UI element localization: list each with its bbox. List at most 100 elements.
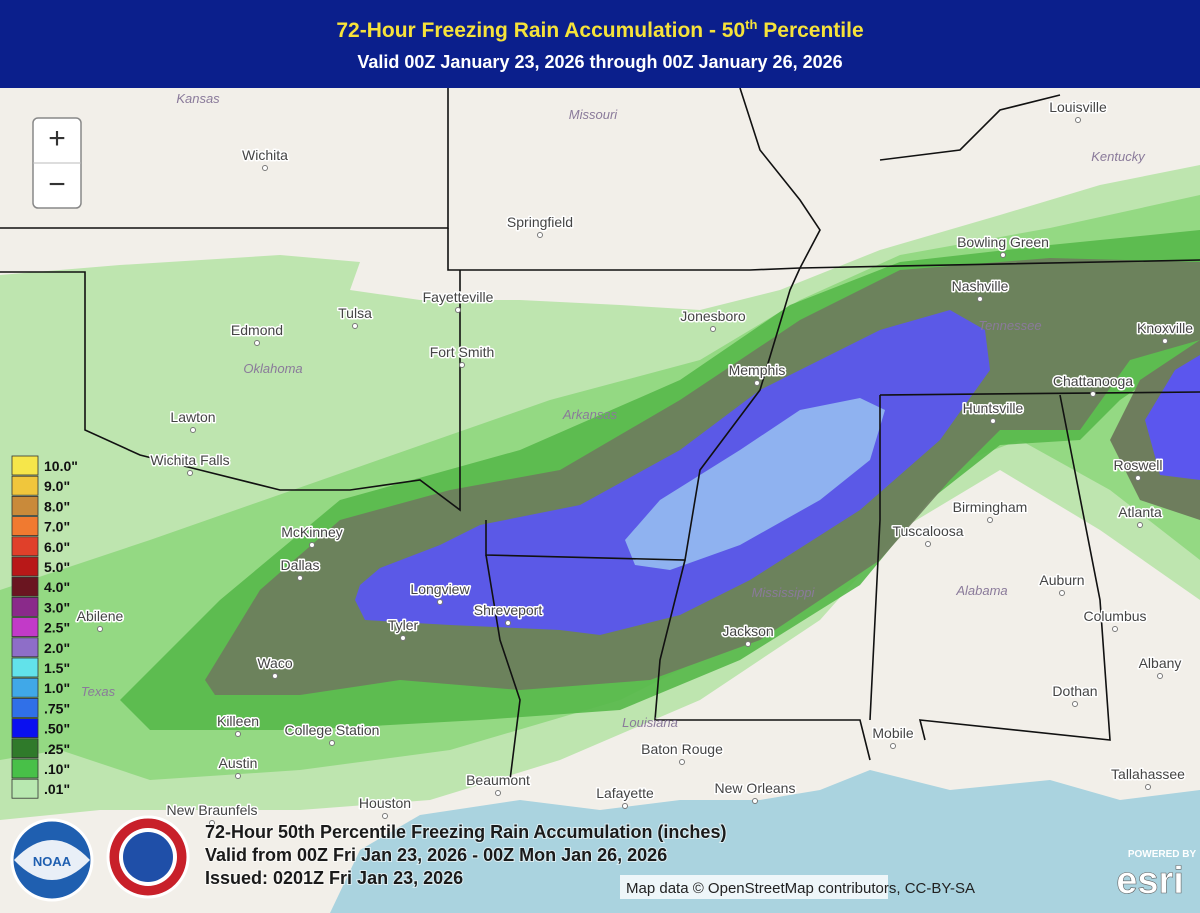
legend-label: .25" [44, 741, 70, 757]
legend-label: .75" [44, 700, 70, 716]
city-dot [1075, 117, 1081, 123]
city-label: Edmond [231, 322, 283, 338]
legend-swatch [11, 677, 39, 698]
legend-label: .01" [44, 781, 70, 797]
city-dot [459, 362, 465, 368]
city-label: Roswell [1113, 457, 1162, 473]
noaa-text: NOAA [33, 854, 72, 869]
city-label: Huntsville [963, 400, 1024, 416]
city-dot [262, 165, 268, 171]
noaa-bird [14, 840, 90, 880]
city-label: New Braunfels [166, 802, 257, 818]
border [739, 88, 821, 269]
legend-swatch [11, 516, 39, 536]
city-dot [254, 340, 260, 346]
city-label: Austin [219, 755, 258, 771]
city-dot [752, 798, 758, 804]
city-dot [1059, 590, 1065, 596]
subtitle: Valid 00Z January 23, 2026 through 00Z J… [357, 52, 843, 72]
city-dot [235, 731, 241, 737]
legend-label: 4.0" [44, 579, 70, 595]
state-label: Mississippi [752, 585, 816, 600]
city-label: Wichita Falls [150, 452, 229, 468]
legend: 10.0" 9.0" 8.0" 7.0" 6.0" 5.0" 4.0" 3.0" 2.5" 2.0… [11, 455, 78, 799]
city-dot [235, 773, 241, 779]
city-dot [1135, 475, 1141, 481]
header: 72-Hour Freezing Rain Accumulation - 50t… [0, 0, 1200, 88]
city-dot [505, 620, 511, 626]
city-dot [745, 641, 751, 647]
city-dot [190, 427, 196, 433]
title: 72-Hour Freezing Rain Accumulation - 50t… [336, 17, 864, 42]
title-sup: th [745, 17, 758, 32]
city-dot [297, 575, 303, 581]
city-dot [187, 470, 193, 476]
city-dot [1162, 338, 1168, 344]
city-dot [890, 743, 896, 749]
city-dot [1000, 252, 1006, 258]
legend-swatch [11, 597, 39, 617]
city-label: Auburn [1039, 572, 1084, 588]
city-dot [209, 820, 215, 826]
legend-swatch [11, 738, 39, 759]
attribution: Map data © OpenStreetMap contributors, C… [626, 880, 975, 897]
city-dot [977, 296, 983, 302]
state-label: Kansas [176, 91, 220, 106]
border [447, 228, 1200, 271]
city-label: Beaumont [466, 772, 530, 788]
city-dot [382, 813, 388, 819]
city-label: Jackson [722, 623, 773, 639]
legend-label: .50" [44, 721, 70, 737]
city-label: Tallahassee [1111, 766, 1185, 782]
city-label: Wichita [242, 147, 288, 163]
border [654, 559, 871, 761]
city-dot [754, 380, 760, 386]
footer-line: 72-Hour 50th Percentile Freezing Rain Ac… [205, 822, 726, 842]
city-label: Lafayette [596, 785, 654, 801]
city-dot [495, 790, 501, 796]
city-dot [97, 626, 103, 632]
legend-label: 6.0" [44, 539, 70, 555]
city-dot [352, 323, 358, 329]
city-dot [1157, 673, 1163, 679]
city-label: Dallas [281, 557, 320, 573]
legend-label: 1.5" [44, 660, 70, 676]
legend-swatch [11, 637, 39, 658]
state-label: Louisiana [622, 715, 678, 730]
legend-swatch [11, 495, 39, 516]
legend-label: 2.0" [44, 640, 70, 656]
city-label: Chattanooga [1053, 373, 1133, 389]
gulf [330, 770, 1200, 913]
labels: Wichita Springfield Louisville Tulsa Fayette… [75, 91, 1195, 826]
city-label: Columbus [1083, 608, 1146, 624]
zoom-in[interactable]: + [48, 122, 66, 155]
legend-label: 2.5" [44, 620, 70, 636]
esri-powered: POWERED BY [1128, 849, 1197, 860]
city-dot [1090, 391, 1096, 397]
legend-swatch [11, 778, 39, 799]
city-dot [990, 418, 996, 424]
city-label: Tyler [388, 617, 419, 633]
footer: 72-Hour 50th Percentile Freezing Rain Ac… [204, 821, 727, 889]
city-label: Lawton [170, 409, 215, 425]
footer-line: Valid from 00Z Fri Jan 23, 2026 - 00Z Mo… [205, 845, 667, 865]
zoom-control: + − [32, 117, 82, 209]
city-label: Houston [359, 795, 411, 811]
legend-swatch [11, 536, 39, 557]
city-label: Baton Rouge [641, 741, 723, 757]
state-label: Alabama [955, 583, 1007, 598]
legend-swatch [11, 758, 39, 779]
legend-label: .10" [44, 761, 70, 777]
state-label: Oklahoma [243, 361, 302, 376]
city-label: New Orleans [715, 780, 796, 796]
zoom-out[interactable]: − [48, 168, 66, 201]
state-borders [0, 88, 1200, 781]
footer-line: Issued: 0201Z Fri Jan 23, 2026 [205, 868, 463, 888]
state-label: Missouri [569, 107, 619, 122]
legend-swatch [11, 718, 39, 738]
city-dot [537, 232, 543, 238]
state-label: Arkansas [562, 407, 618, 422]
city-label: McKinney [281, 524, 342, 540]
legend-label: 1.0" [44, 680, 70, 696]
band-blue [355, 310, 990, 635]
